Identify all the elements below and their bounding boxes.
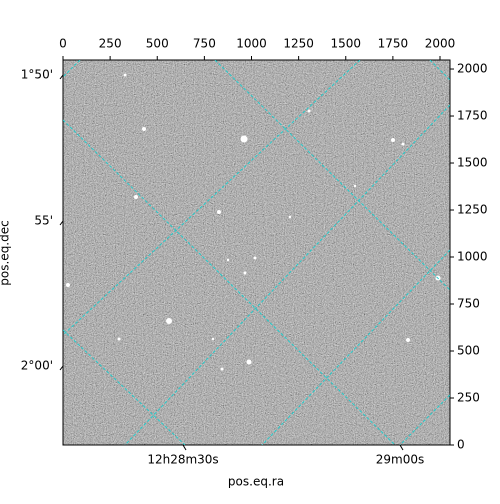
x-tick-label: 500 <box>146 37 169 51</box>
y-tick-label: 1750 <box>457 109 488 123</box>
x-tick-label: 1000 <box>236 37 267 51</box>
y-tick-label: 750 <box>457 297 480 311</box>
dec-tick-label: 2°00' <box>21 359 53 373</box>
x-tick-label: 1750 <box>378 37 409 51</box>
grid-line <box>261 249 450 445</box>
ra-tick <box>399 444 404 451</box>
y-tick-label: 1500 <box>457 156 488 170</box>
grid-line <box>63 60 81 78</box>
sky-image <box>62 59 451 446</box>
grid-line <box>63 60 361 336</box>
ra-tick-label: 12h28m30s <box>147 453 218 467</box>
grid-line <box>63 119 396 445</box>
dec-tick <box>59 365 64 371</box>
y-axis-label: pos.eq.dec <box>0 220 12 285</box>
y-tick-label: 2000 <box>457 62 488 76</box>
x-axis-label: pos.eq.ra <box>228 475 284 489</box>
grid-line <box>124 104 450 445</box>
x-tick-label: 1250 <box>283 37 314 51</box>
coordinate-grid <box>63 60 450 445</box>
dec-tick <box>59 220 64 226</box>
x-tick-label: 750 <box>193 37 216 51</box>
grid-line <box>399 394 450 445</box>
dec-tick <box>59 74 64 80</box>
x-tick-label: 1500 <box>330 37 361 51</box>
ra-tick <box>182 444 187 451</box>
grid-line <box>63 329 186 445</box>
y-tick-label: 500 <box>457 344 480 358</box>
x-tick-label: 250 <box>99 37 122 51</box>
ra-tick-label: 29m00s <box>376 453 424 467</box>
x-tick-label: 2000 <box>425 37 456 51</box>
y-tick-label: 250 <box>457 391 480 405</box>
y-tick-label: 1000 <box>457 250 488 264</box>
y-tick-label: 0 <box>457 438 465 452</box>
dec-tick-label: 55' <box>34 214 53 228</box>
y-tick-label: 1250 <box>457 203 488 217</box>
x-tick-label: 0 <box>59 37 67 51</box>
dec-tick-label: 1°50' <box>21 68 53 82</box>
